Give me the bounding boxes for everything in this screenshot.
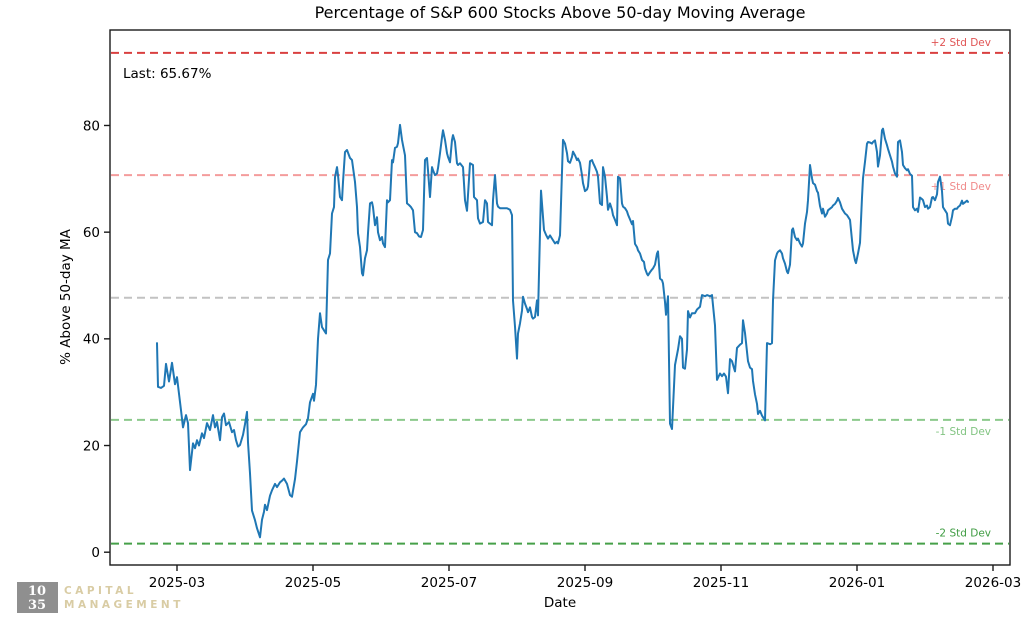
- logo-box: [17, 582, 58, 613]
- x-axis-label: Date: [544, 595, 576, 611]
- series-path: [156, 123, 969, 539]
- logo-word-management: MANAGEMENT: [64, 599, 184, 611]
- x-tick-label: 2026-01: [829, 575, 885, 591]
- x-tick-label: 2026-03: [965, 575, 1021, 591]
- y-tick-label: 20: [83, 438, 100, 454]
- y-tick-label: 0: [91, 545, 100, 561]
- series-line: [156, 123, 969, 539]
- last-value-annotation: Last: 65.67%: [123, 66, 212, 82]
- x-tick-label: 2025-03: [149, 575, 205, 591]
- y-tick-label: 40: [83, 332, 100, 348]
- -1-std-dev-label: -1 Std Dev: [936, 426, 991, 438]
- logo-word-capital: CAPITAL: [64, 585, 137, 597]
- y-tick-label: 80: [83, 118, 100, 134]
- logo: 10 35 CAPITAL MANAGEMENT: [17, 582, 184, 613]
- logo-number-top: 10: [28, 584, 46, 599]
- -2-std-dev-label: -2 Std Dev: [936, 528, 991, 540]
- chart-title: Percentage of S&P 600 Stocks Above 50-da…: [315, 3, 806, 22]
- reference-lines: +2 Std Dev +1 Std Dev -1 Std Dev -2 Std Dev: [111, 37, 1009, 545]
- -2-std-dev-label: +2 Std Dev: [931, 37, 991, 49]
- -1-std-dev-label: +1 Std Dev: [931, 181, 991, 193]
- logo-number-bottom: 35: [28, 598, 46, 613]
- y-tick-label: 60: [83, 225, 100, 241]
- x-tick-label: 2025-07: [421, 575, 477, 591]
- axes: 2025-03 2025-05 2025-07 2025-09 2025-11 2026-…: [83, 118, 1021, 591]
- x-tick-label: 2025-05: [285, 575, 341, 591]
- x-tick-label: 2025-11: [693, 575, 749, 591]
- y-axis-label: % Above 50-day MA: [58, 228, 74, 365]
- x-tick-label: 2025-09: [557, 575, 613, 591]
- plot-border: [109, 29, 1011, 566]
